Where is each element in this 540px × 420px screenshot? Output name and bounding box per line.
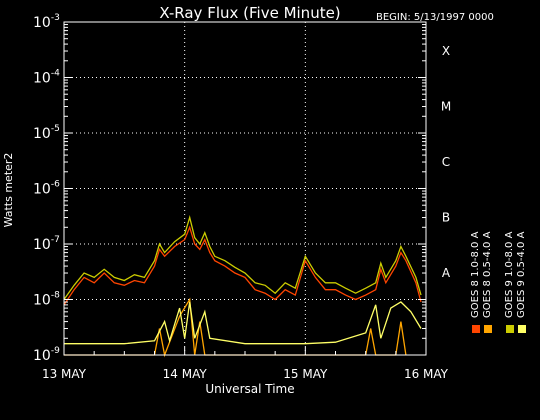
- legend-swatch: [506, 325, 514, 333]
- legend-label: GOES 8 1.0-8.0 A: [470, 231, 481, 318]
- x-tick-label: 16 MAY: [404, 367, 449, 381]
- legend-label: GOES 8 0.5-4.0 A: [482, 231, 493, 318]
- series-line-1: [63, 225, 422, 306]
- flare-class-c: C: [442, 155, 450, 169]
- legend-label: GOES 9 1.0-8.0 A: [504, 231, 515, 318]
- grid-lines: [64, 22, 426, 355]
- axes: [63, 21, 427, 356]
- tick-labels: 10-910-810-710-610-510-410-313 MAY 14 MAY…: [33, 13, 451, 381]
- legend-swatch: [472, 325, 480, 333]
- legend-swatch: [518, 325, 526, 333]
- x-tick-label: 15 MAY: [283, 367, 328, 381]
- y-axis-label: Watts meter2: [2, 153, 15, 228]
- legend: GOES 8 1.0-8.0 A GOES 8 0.5-4.0 A GOES 9 1…: [470, 231, 527, 333]
- x-tick-label: 14 MAY: [163, 367, 208, 381]
- series-line-4: [63, 215, 422, 300]
- plot-frame: [63, 21, 427, 356]
- flare-class-b: B: [442, 210, 450, 224]
- legend-swatch: [484, 325, 492, 333]
- flare-class-m: M: [441, 99, 451, 113]
- x-axis-label: Universal Time: [205, 382, 294, 396]
- chart-title: X-Ray Flux (Five Minute): [159, 4, 340, 22]
- flare-class-a: A: [442, 266, 451, 280]
- begin-label: BEGIN: 5/13/1997 0000: [376, 12, 494, 23]
- series-line-3: [64, 301, 422, 345]
- legend-label: GOES 9 0.5-4.0 A: [516, 231, 527, 318]
- flare-class-x: X: [442, 44, 450, 58]
- x-tick-label: 13 MAY: [42, 367, 87, 381]
